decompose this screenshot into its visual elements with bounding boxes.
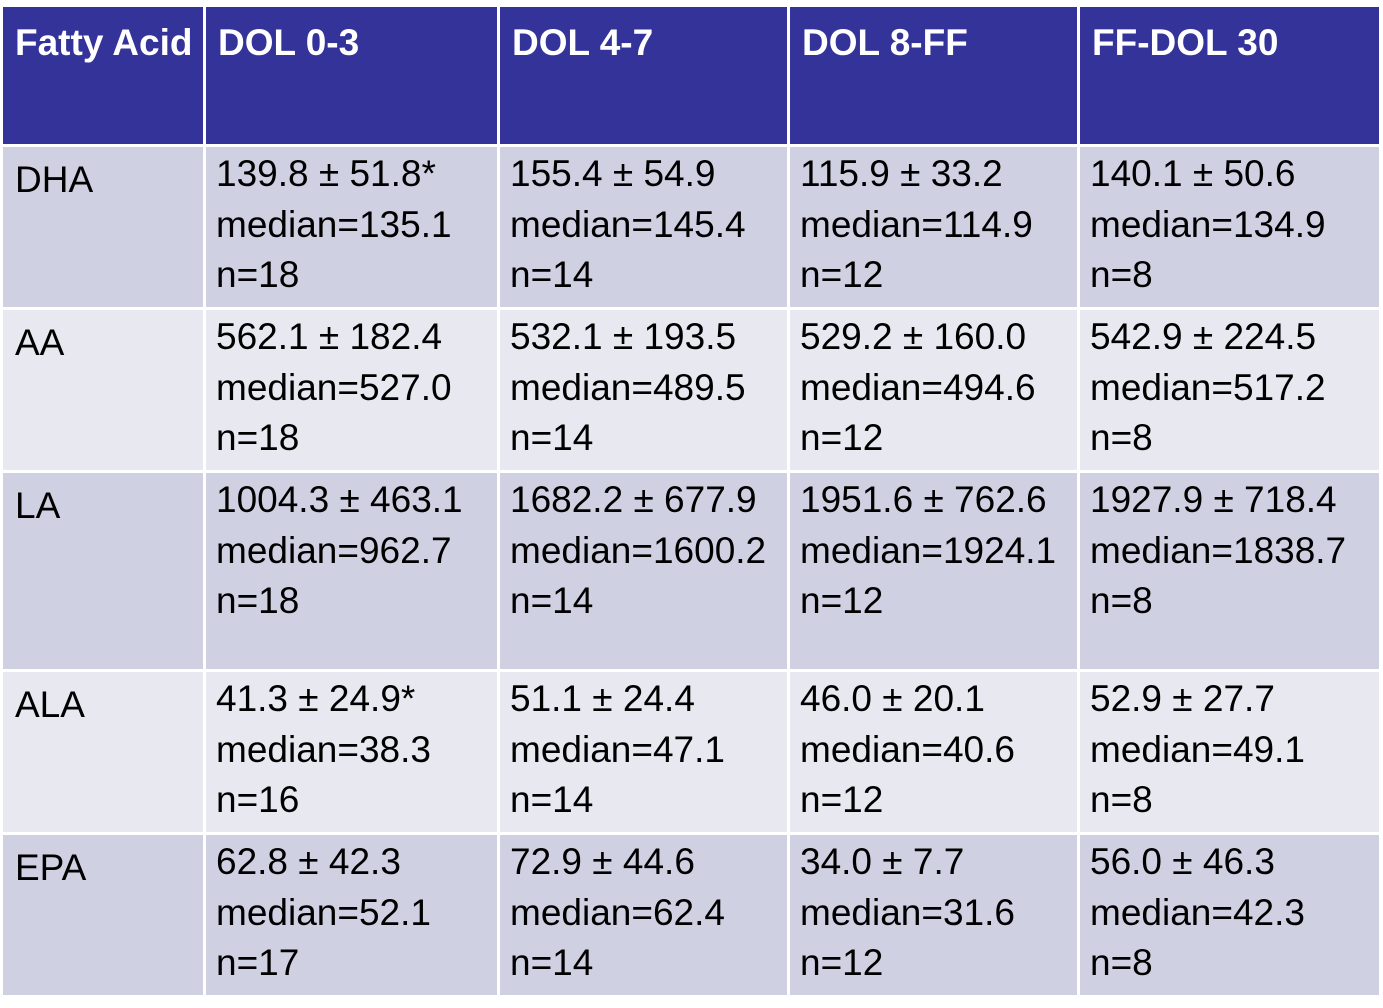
mean-sd: 41.3 ± 24.9* bbox=[216, 678, 416, 719]
mean-sd: 34.0 ± 7.7 bbox=[800, 841, 965, 882]
cell-dha-dol-8-ff: 115.9 ± 33.2 median=114.9 n=12 bbox=[787, 144, 1080, 310]
median: median=134.9 bbox=[1090, 203, 1326, 245]
cell-ala-dol-0-3: 41.3 ± 24.9* median=38.3 n=16 bbox=[203, 669, 500, 835]
mean-sd: 1004.3 ± 463.1 bbox=[216, 479, 463, 520]
cell-ala-ff-dol-30: 52.9 ± 27.7 median=49.1 n=8 bbox=[1077, 669, 1382, 835]
cell-ala-dol-8-ff: 46.0 ± 20.1 median=40.6 n=12 bbox=[787, 669, 1080, 835]
mean-sd: 1951.6 ± 762.6 bbox=[800, 479, 1047, 520]
mean-sd: 72.9 ± 44.6 bbox=[510, 841, 695, 882]
mean-sd: 542.9 ± 224.5 bbox=[1090, 316, 1317, 357]
cell-la-dol-4-7: 1682.2 ± 677.9 median=1600.2 n=14 bbox=[497, 470, 790, 672]
cell-ala-dol-4-7: 51.1 ± 24.4 median=47.1 n=14 bbox=[497, 669, 790, 835]
n-count: n=14 bbox=[510, 942, 594, 983]
n-count: n=12 bbox=[800, 779, 884, 820]
mean-sd: 1682.2 ± 677.9 bbox=[510, 479, 757, 520]
n-count: n=16 bbox=[216, 779, 300, 820]
median: median=31.6 bbox=[800, 891, 1015, 933]
cell-epa-dol-0-3: 62.8 ± 42.3 median=52.1 n=17 bbox=[203, 832, 500, 998]
mean-sd: 62.8 ± 42.3 bbox=[216, 841, 401, 882]
header-fatty-acid: Fatty Acid bbox=[0, 4, 206, 147]
mean-sd: 46.0 ± 20.1 bbox=[800, 678, 985, 719]
n-count: n=18 bbox=[216, 254, 300, 295]
n-count: n=12 bbox=[800, 942, 884, 983]
median: median=49.1 bbox=[1090, 728, 1305, 770]
n-count: n=8 bbox=[1090, 779, 1153, 820]
n-count: n=8 bbox=[1090, 580, 1153, 621]
median: median=527.0 bbox=[216, 366, 452, 408]
mean-sd: 532.1 ± 193.5 bbox=[510, 316, 737, 357]
header-dol-4-7: DOL 4-7 bbox=[497, 4, 790, 147]
n-count: n=17 bbox=[216, 942, 300, 983]
mean-sd: 139.8 ± 51.8* bbox=[216, 153, 436, 194]
n-count: n=14 bbox=[510, 254, 594, 295]
table-row: ALA 41.3 ± 24.9* median=38.3 n=16 51.1 ±… bbox=[0, 669, 1382, 835]
cell-aa-ff-dol-30: 542.9 ± 224.5 median=517.2 n=8 bbox=[1077, 307, 1382, 473]
median: median=42.3 bbox=[1090, 891, 1305, 933]
row-label-ala: ALA bbox=[0, 669, 206, 835]
median: median=1924.1 bbox=[800, 529, 1057, 571]
median: median=47.1 bbox=[510, 728, 725, 770]
n-count: n=8 bbox=[1090, 254, 1153, 295]
n-count: n=18 bbox=[216, 417, 300, 458]
cell-la-ff-dol-30: 1927.9 ± 718.4 median=1838.7 n=8 bbox=[1077, 470, 1382, 672]
mean-sd: 51.1 ± 24.4 bbox=[510, 678, 695, 719]
cell-epa-dol-4-7: 72.9 ± 44.6 median=62.4 n=14 bbox=[497, 832, 790, 998]
mean-sd: 56.0 ± 46.3 bbox=[1090, 841, 1275, 882]
mean-sd: 1927.9 ± 718.4 bbox=[1090, 479, 1337, 520]
n-count: n=14 bbox=[510, 779, 594, 820]
n-count: n=14 bbox=[510, 580, 594, 621]
mean-sd: 155.4 ± 54.9 bbox=[510, 153, 716, 194]
median: median=62.4 bbox=[510, 891, 725, 933]
header-dol-0-3: DOL 0-3 bbox=[203, 4, 500, 147]
cell-aa-dol-0-3: 562.1 ± 182.4 median=527.0 n=18 bbox=[203, 307, 500, 473]
row-label-aa: AA bbox=[0, 307, 206, 473]
cell-la-dol-0-3: 1004.3 ± 463.1 median=962.7 n=18 bbox=[203, 470, 500, 672]
n-count: n=14 bbox=[510, 417, 594, 458]
row-label-epa: EPA bbox=[0, 832, 206, 998]
n-count: n=8 bbox=[1090, 942, 1153, 983]
cell-dha-ff-dol-30: 140.1 ± 50.6 median=134.9 n=8 bbox=[1077, 144, 1382, 310]
mean-sd: 529.2 ± 160.0 bbox=[800, 316, 1027, 357]
table-row: EPA 62.8 ± 42.3 median=52.1 n=17 72.9 ± … bbox=[0, 832, 1382, 998]
cell-aa-dol-4-7: 532.1 ± 193.5 median=489.5 n=14 bbox=[497, 307, 790, 473]
median: median=494.6 bbox=[800, 366, 1036, 408]
median: median=962.7 bbox=[216, 529, 452, 571]
table-row: AA 562.1 ± 182.4 median=527.0 n=18 532.1… bbox=[0, 307, 1382, 473]
fatty-acid-table-container: Fatty Acid DOL 0-3 DOL 4-7 DOL 8-FF FF-D… bbox=[0, 4, 1382, 998]
mean-sd: 562.1 ± 182.4 bbox=[216, 316, 443, 357]
table-row: LA 1004.3 ± 463.1 median=962.7 n=18 1682… bbox=[0, 470, 1382, 672]
header-row: Fatty Acid DOL 0-3 DOL 4-7 DOL 8-FF FF-D… bbox=[0, 4, 1382, 147]
mean-sd: 140.1 ± 50.6 bbox=[1090, 153, 1296, 194]
median: median=489.5 bbox=[510, 366, 746, 408]
cell-dha-dol-4-7: 155.4 ± 54.9 median=145.4 n=14 bbox=[497, 144, 790, 310]
mean-sd: 115.9 ± 33.2 bbox=[800, 153, 1003, 194]
row-label-la: LA bbox=[0, 470, 206, 672]
header-ff-dol-30: FF-DOL 30 bbox=[1077, 4, 1382, 147]
cell-epa-dol-8-ff: 34.0 ± 7.7 median=31.6 n=12 bbox=[787, 832, 1080, 998]
n-count: n=12 bbox=[800, 254, 884, 295]
median: median=135.1 bbox=[216, 203, 452, 245]
table-row: DHA 139.8 ± 51.8* median=135.1 n=18 155.… bbox=[0, 144, 1382, 310]
cell-dha-dol-0-3: 139.8 ± 51.8* median=135.1 n=18 bbox=[203, 144, 500, 310]
median: median=40.6 bbox=[800, 728, 1015, 770]
n-count: n=8 bbox=[1090, 417, 1153, 458]
median: median=1838.7 bbox=[1090, 529, 1347, 571]
n-count: n=12 bbox=[800, 580, 884, 621]
median: median=52.1 bbox=[216, 891, 431, 933]
header-dol-8-ff: DOL 8-FF bbox=[787, 4, 1080, 147]
mean-sd: 52.9 ± 27.7 bbox=[1090, 678, 1275, 719]
fatty-acid-table: Fatty Acid DOL 0-3 DOL 4-7 DOL 8-FF FF-D… bbox=[0, 4, 1382, 998]
median: median=517.2 bbox=[1090, 366, 1326, 408]
cell-epa-ff-dol-30: 56.0 ± 46.3 median=42.3 n=8 bbox=[1077, 832, 1382, 998]
cell-la-dol-8-ff: 1951.6 ± 762.6 median=1924.1 n=12 bbox=[787, 470, 1080, 672]
cell-aa-dol-8-ff: 529.2 ± 160.0 median=494.6 n=12 bbox=[787, 307, 1080, 473]
n-count: n=18 bbox=[216, 580, 300, 621]
median: median=38.3 bbox=[216, 728, 431, 770]
median: median=1600.2 bbox=[510, 529, 767, 571]
row-label-dha: DHA bbox=[0, 144, 206, 310]
n-count: n=12 bbox=[800, 417, 884, 458]
median: median=114.9 bbox=[800, 203, 1033, 245]
median: median=145.4 bbox=[510, 203, 746, 245]
